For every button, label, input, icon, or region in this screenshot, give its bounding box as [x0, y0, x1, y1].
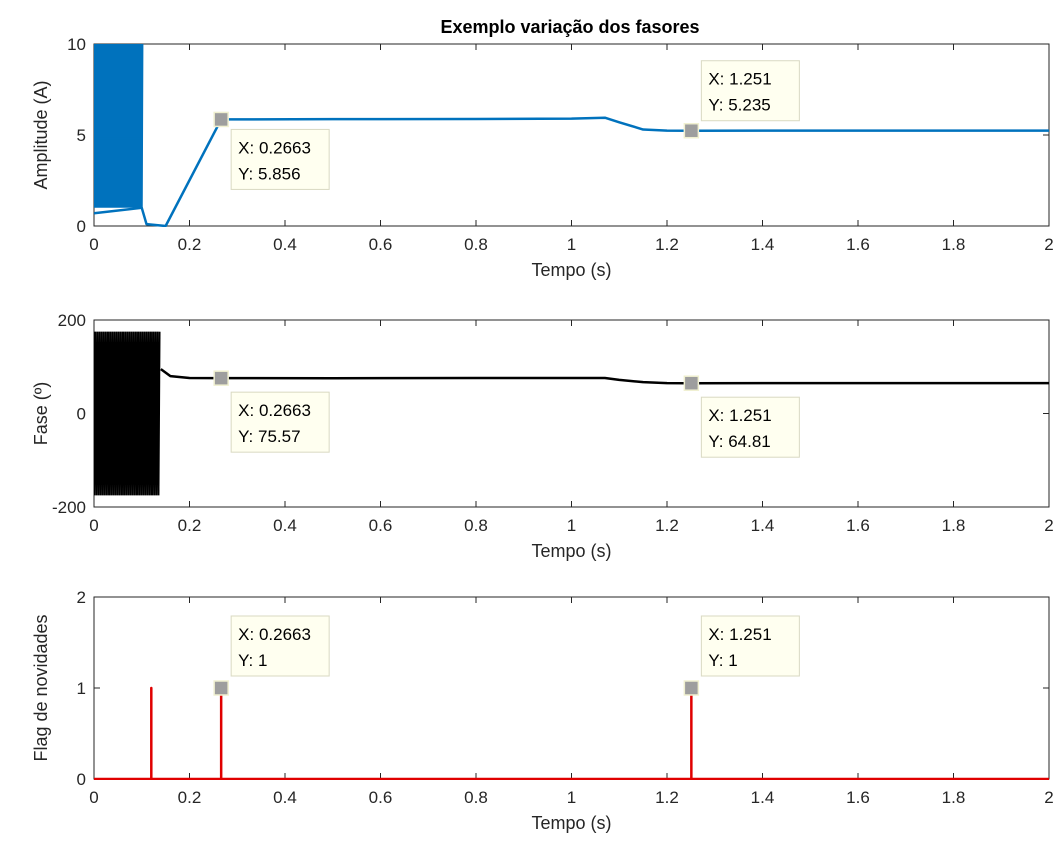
x-tick-label: 1.4: [751, 516, 775, 535]
x-tick-label: 0.2: [178, 235, 202, 254]
series-line: [160, 368, 1049, 385]
x-tick-label: 1.8: [942, 235, 966, 254]
x-tick-label: 1.4: [751, 788, 775, 807]
subplot-3: 0 0.2 0.4 0.6 0.8 1 1.2 1.4 1.6 1.8 2 0 1 2 Tempo (s) F…: [31, 588, 1054, 833]
y-axis-label: Flag de novidades: [31, 614, 51, 761]
datatip-x-text: X: 0.2663: [238, 625, 311, 644]
plot-area: [94, 331, 1049, 496]
y-tick-label: -200: [52, 498, 86, 517]
chart-title: Exemplo variação dos fasores: [440, 17, 699, 37]
y-tick-label: 0: [77, 405, 86, 424]
x-axis-label: Tempo (s): [531, 260, 611, 280]
y-axis-label: Fase (º): [31, 382, 51, 446]
x-tick-label: 0.2: [178, 516, 202, 535]
x-tick-label: 1.2: [655, 788, 679, 807]
x-tick-label: 0: [89, 516, 98, 535]
subplot-1: 0 0.2 0.4 0.6 0.8 1 1.2 1.4 1.6 1.8 2 0 5 10 Tempo (s)…: [31, 35, 1054, 280]
x-tick-label: 1.2: [655, 516, 679, 535]
x-tick-label: 1.4: [751, 235, 775, 254]
y-tick-label: 0: [77, 770, 86, 789]
datatip-marker[interactable]: [213, 680, 229, 696]
y-tick-label: 2: [77, 588, 86, 607]
series-oscillation: [94, 331, 161, 496]
x-tick-label: 1: [567, 235, 576, 254]
x-tick-label: 2: [1044, 788, 1053, 807]
datatip[interactable]: X: 1.251 Y: 1: [683, 615, 800, 696]
datatip-box: [230, 615, 330, 677]
datatip-y-text: Y: 75.57: [238, 427, 300, 446]
datatip-x-text: X: 0.2663: [238, 401, 311, 420]
x-tick-label: 0: [89, 235, 98, 254]
datatip-box: [230, 128, 330, 190]
x-tick-label: 2: [1044, 516, 1053, 535]
y-tick-label: 0: [77, 217, 86, 236]
datatip[interactable]: X: 1.251 Y: 5.235: [683, 60, 800, 139]
datatip-y-text: Y: 64.81: [708, 432, 770, 451]
datatip-box: [700, 60, 800, 122]
datatip-x-text: X: 0.2663: [238, 138, 311, 157]
x-tick-label: 1.6: [846, 235, 870, 254]
x-axis-label: Tempo (s): [531, 813, 611, 833]
x-tick-label: 0.8: [464, 516, 488, 535]
datatip-x-text: X: 1.251: [708, 625, 771, 644]
x-tick-label: 0.6: [369, 235, 393, 254]
datatip-y-text: Y: 5.856: [238, 164, 300, 183]
x-axis-label: Tempo (s): [531, 541, 611, 561]
datatip-box: [230, 391, 330, 453]
y-tick-label: 200: [58, 311, 86, 330]
x-tick-label: 0.6: [369, 516, 393, 535]
datatip-marker[interactable]: [683, 680, 700, 696]
x-tick-label: 0.8: [464, 788, 488, 807]
x-tick-label: 1.2: [655, 235, 679, 254]
datatip-marker[interactable]: [213, 370, 229, 386]
x-tick-label: 1.8: [942, 788, 966, 807]
datatip-x-text: X: 1.251: [708, 70, 771, 89]
datatip-marker[interactable]: [683, 122, 700, 139]
y-tick-label: 5: [77, 126, 86, 145]
datatip-marker[interactable]: [213, 111, 229, 128]
x-tick-label: 0: [89, 788, 98, 807]
x-tick-label: 2: [1044, 235, 1053, 254]
x-tick-label: 0.2: [178, 788, 202, 807]
datatip-y-text: Y: 1: [238, 651, 267, 670]
x-tick-label: 1: [567, 516, 576, 535]
x-tick-label: 1.6: [846, 516, 870, 535]
datatip[interactable]: X: 0.2663 Y: 5.856: [213, 111, 330, 190]
datatip[interactable]: X: 1.251 Y: 64.81: [683, 375, 800, 458]
datatip-y-text: Y: 5.235: [708, 96, 770, 115]
datatip-y-text: Y: 1: [708, 651, 737, 670]
series-line: [94, 116, 1049, 227]
x-tick-label: 0.4: [273, 516, 297, 535]
y-tick-label: 10: [67, 35, 86, 54]
x-tick-label: 0.8: [464, 235, 488, 254]
y-tick-label: 1: [77, 679, 86, 698]
datatip[interactable]: X: 0.2663 Y: 75.57: [213, 370, 330, 453]
x-tick-label: 1.8: [942, 516, 966, 535]
plot-area: [94, 43, 1049, 227]
datatip-x-text: X: 1.251: [708, 406, 771, 425]
x-tick-label: 0.4: [273, 235, 297, 254]
series-oscillation: [94, 43, 144, 208]
x-tick-label: 1: [567, 788, 576, 807]
datatip[interactable]: X: 0.2663 Y: 1: [213, 615, 330, 696]
y-axis-label: Amplitude (A): [31, 80, 51, 189]
x-tick-label: 0.4: [273, 788, 297, 807]
datatip-marker[interactable]: [683, 375, 700, 391]
datatip-box: [700, 396, 800, 458]
x-tick-label: 0.6: [369, 788, 393, 807]
x-tick-label: 1.6: [846, 788, 870, 807]
subplot-2: 0 0.2 0.4 0.6 0.8 1 1.2 1.4 1.6 1.8 2-2000200Tempo…: [31, 311, 1054, 561]
datatip-box: [700, 615, 800, 677]
